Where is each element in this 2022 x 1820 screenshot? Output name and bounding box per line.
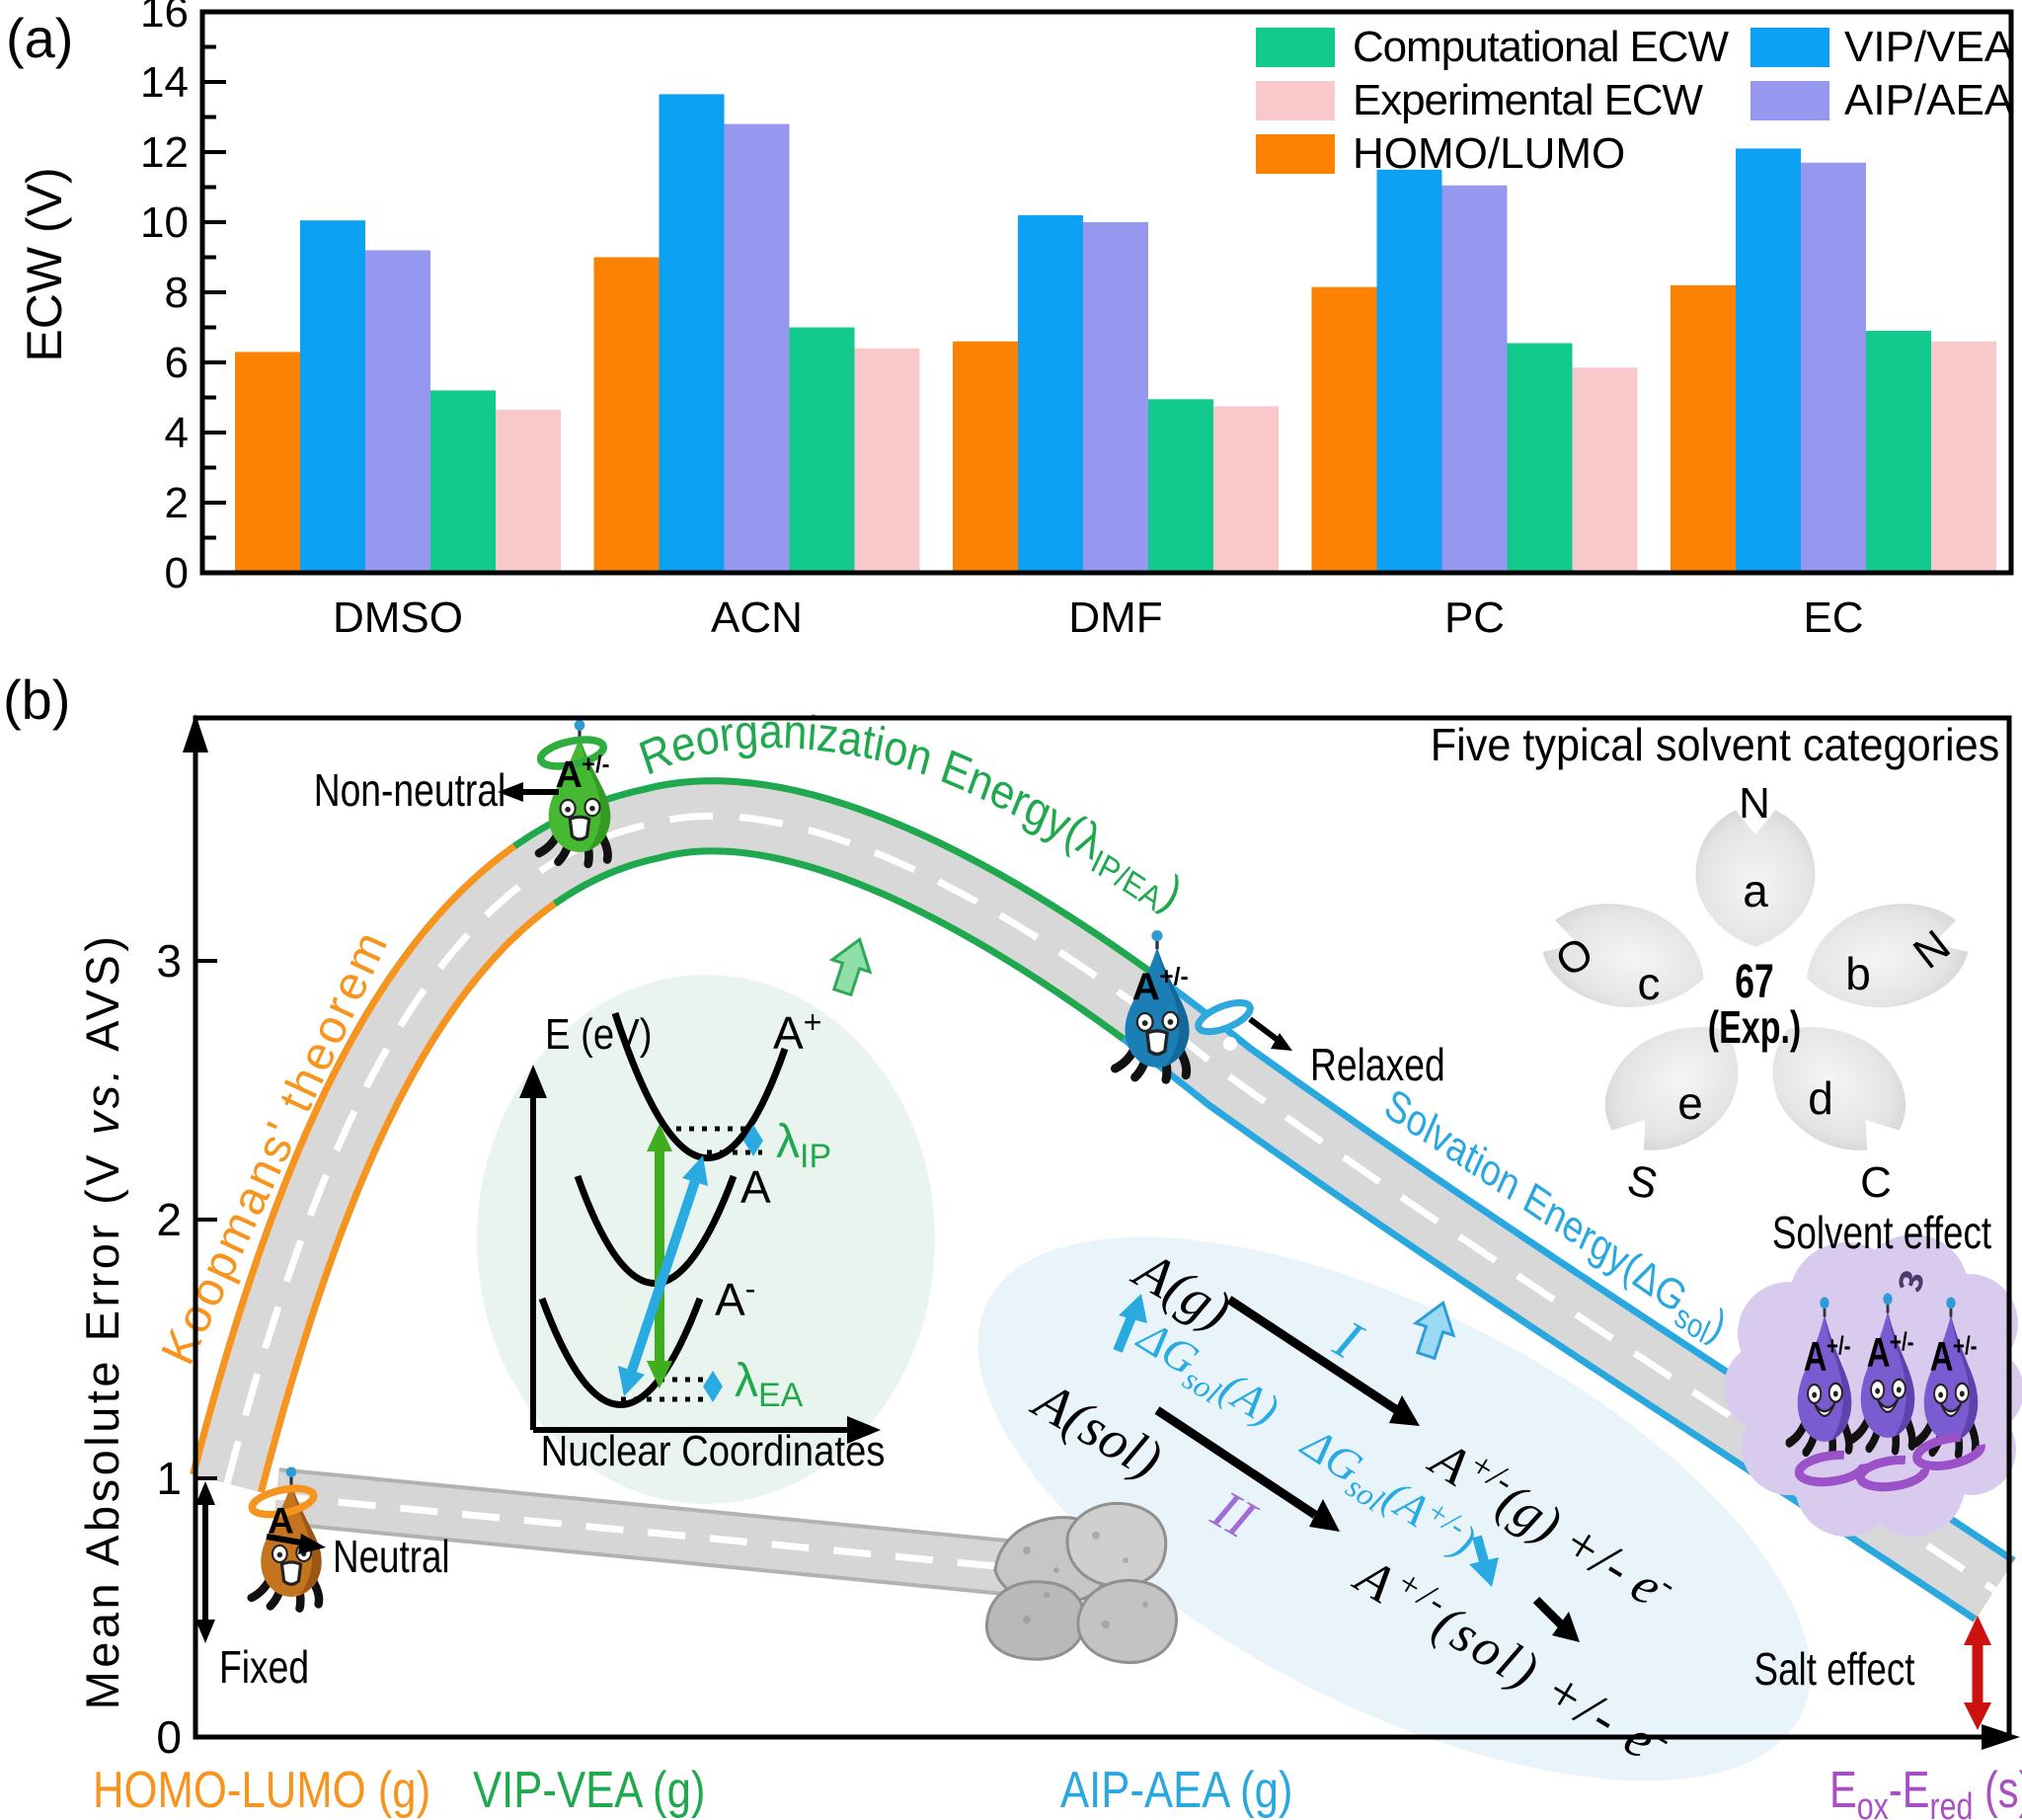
svg-text:2: 2 <box>156 1194 182 1245</box>
svg-text:+/-: +/- <box>1953 1331 1978 1360</box>
svg-text:HOMO-LUMO (g): HOMO-LUMO (g) <box>93 1763 430 1819</box>
svg-text:Nuclear Coordinates: Nuclear Coordinates <box>541 1427 886 1475</box>
svg-text:e: e <box>1677 1077 1703 1129</box>
svg-text:AIP-AEA (g): AIP-AEA (g) <box>1060 1763 1292 1819</box>
svg-text:67: 67 <box>1735 955 1774 1007</box>
svg-text:d: d <box>1808 1072 1833 1124</box>
svg-text:Experimental ECW: Experimental ECW <box>1353 76 1703 124</box>
svg-text:C: C <box>1860 1158 1892 1207</box>
svg-text:Non-neutral: Non-neutral <box>314 764 506 816</box>
svg-text:6: 6 <box>165 339 189 387</box>
svg-text:Computational ECW: Computational ECW <box>1353 23 1729 71</box>
svg-text:A: A <box>1804 1333 1828 1379</box>
svg-text:A: A <box>1867 1329 1891 1375</box>
svg-text:0: 0 <box>156 1711 182 1763</box>
svg-text:12: 12 <box>140 128 189 177</box>
svg-text:DMSO: DMSO <box>333 593 463 642</box>
svg-text:0: 0 <box>165 549 189 597</box>
svg-text:14: 14 <box>140 58 189 107</box>
svg-text:(Exp.): (Exp.) <box>1708 1001 1802 1053</box>
svg-text:+/-: +/- <box>1159 964 1188 990</box>
svg-text:VIP-VEA (g): VIP-VEA (g) <box>473 1763 705 1819</box>
svg-text:AIP/AEA: AIP/AEA <box>1844 76 2014 124</box>
svg-text:A: A <box>556 754 583 796</box>
svg-text:HOMO/LUMO: HOMO/LUMO <box>1353 129 1625 178</box>
svg-text:3: 3 <box>156 935 182 987</box>
svg-text:1: 1 <box>156 1453 182 1504</box>
svg-text:(b): (b) <box>3 669 70 731</box>
svg-text:10: 10 <box>140 198 189 247</box>
svg-text:ECW (V): ECW (V) <box>17 167 72 361</box>
svg-text:Solvent effect: Solvent effect <box>1772 1207 1992 1258</box>
svg-text:EC: EC <box>1803 593 1863 642</box>
svg-text:(a): (a) <box>6 7 73 69</box>
svg-text:ACN: ACN <box>711 593 803 642</box>
svg-text:Five typical solvent categorie: Five typical solvent categories <box>1431 721 2000 770</box>
svg-text:b: b <box>1845 948 1871 999</box>
svg-text:c: c <box>1638 958 1661 1009</box>
svg-text:Mean Absolute Error (V vs. AVS: Mean Absolute Error (V vs. AVS) <box>76 933 128 1710</box>
svg-text:Relaxed: Relaxed <box>1310 1039 1445 1090</box>
svg-text:Fixed: Fixed <box>219 1641 309 1693</box>
svg-text:A: A <box>1930 1333 1954 1379</box>
svg-text:Salt effect: Salt effect <box>1754 1643 1915 1695</box>
svg-text:DMF: DMF <box>1068 593 1162 642</box>
svg-text:A: A <box>268 1499 294 1541</box>
svg-text:+/-: +/- <box>1890 1327 1914 1356</box>
svg-text:16: 16 <box>140 0 189 37</box>
svg-text:8: 8 <box>165 269 189 317</box>
svg-text:A: A <box>740 1161 771 1213</box>
svg-text:N: N <box>1739 779 1770 828</box>
svg-text:E (eV): E (eV) <box>545 1010 652 1059</box>
svg-text:Neutral: Neutral <box>333 1531 450 1582</box>
svg-text:+/-: +/- <box>582 752 609 778</box>
svg-text:+/-: +/- <box>1827 1331 1851 1360</box>
svg-text:a: a <box>1743 865 1768 916</box>
svg-text:2: 2 <box>165 479 189 527</box>
svg-text:A: A <box>1132 967 1160 1009</box>
svg-text:VIP/VEA: VIP/VEA <box>1844 23 2014 71</box>
svg-text:PC: PC <box>1444 593 1505 642</box>
svg-text:4: 4 <box>165 409 189 457</box>
